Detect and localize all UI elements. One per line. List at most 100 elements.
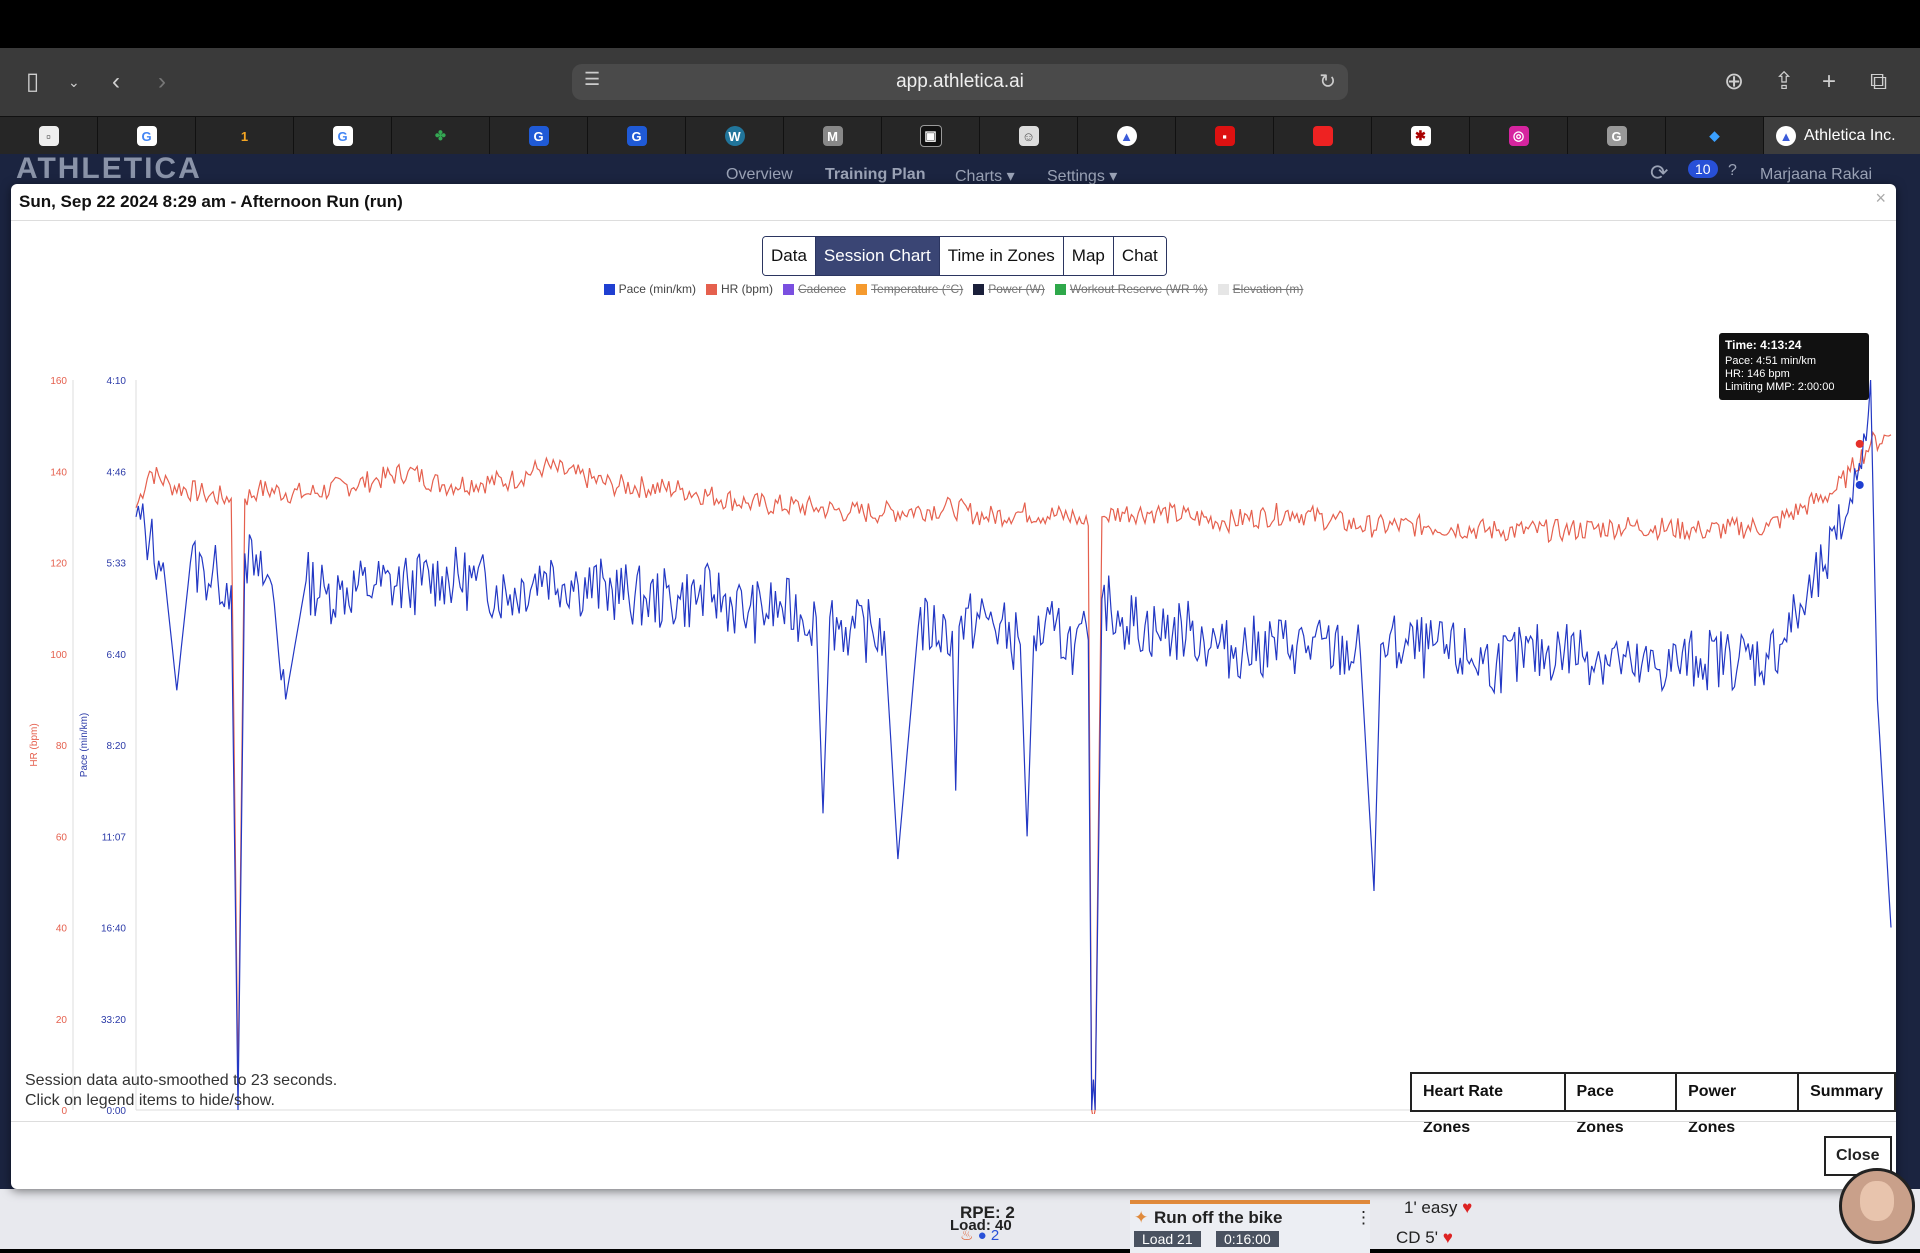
- load-label: Load: 40: [950, 1217, 1012, 1234]
- reload-icon[interactable]: ↻: [1319, 71, 1336, 93]
- url-bar[interactable]: ☰ app.athletica.ai ↻: [572, 64, 1348, 100]
- modal-title: Sun, Sep 22 2024 8:29 am - Afternoon Run…: [19, 192, 403, 211]
- heart-rate-zones-button[interactable]: Heart Rate Zones: [1410, 1072, 1566, 1136]
- hr-tick-label: 120: [50, 559, 67, 570]
- pace-tick-label: 4:46: [107, 467, 127, 478]
- legend-swatch: [1054, 283, 1066, 295]
- pace-series-line: [135, 379, 1892, 1111]
- summary-button[interactable]: Summary: [1797, 1072, 1897, 1112]
- hr-tick-label: 140: [50, 467, 67, 478]
- tab-3[interactable]: 1: [196, 117, 294, 155]
- user-name[interactable]: Marjaana Rakai: [1760, 166, 1873, 183]
- legend-item-2[interactable]: Cadence: [782, 282, 846, 296]
- tab-16[interactable]: ◎: [1470, 117, 1568, 155]
- legend-item-6[interactable]: Elevation (m): [1217, 282, 1304, 296]
- tab-chat[interactable]: Chat: [1113, 237, 1166, 275]
- pace-axis-title: Pace (min/km): [79, 713, 90, 777]
- tooltip-time: Time: 4:13:24: [1725, 338, 1802, 352]
- step-1: 1' easy ♥: [1404, 1198, 1472, 1218]
- browser-toolbar: ▯ ⌄ ‹ › ☰ app.athletica.ai ↻ ⊕ ⇪ + ⧉: [0, 48, 1920, 116]
- wordpress-icon: W: [724, 126, 745, 146]
- hr-tick-label: 60: [56, 832, 68, 843]
- legend-swatch: [856, 283, 868, 295]
- tab-2[interactable]: G: [98, 117, 196, 155]
- legend-swatch: [1217, 283, 1229, 295]
- tab-6[interactable]: G: [490, 117, 588, 155]
- tab-time-in-zones[interactable]: Time in Zones: [939, 237, 1064, 275]
- sync-icon[interactable]: ⟳: [1650, 160, 1669, 185]
- workout-title: Run off the bike: [1154, 1208, 1283, 1227]
- pace-tick-label: 16:40: [101, 924, 126, 935]
- hr-tick-label: 160: [50, 376, 67, 387]
- pace-tick-label: 11:07: [102, 832, 127, 843]
- workout-card[interactable]: ✦ Run off the bike ⋮ Load 21 0:16:00: [1130, 1200, 1372, 1253]
- modal-tabs: Data Session Chart Time in Zones Map Cha…: [762, 236, 1167, 276]
- tab-map[interactable]: Map: [1063, 237, 1114, 275]
- one-icon: 1: [240, 128, 249, 144]
- tab-1[interactable]: ▫: [0, 117, 98, 155]
- tab-8[interactable]: W: [686, 117, 784, 155]
- page-menu-icon[interactable]: ☰: [584, 69, 601, 89]
- hr-tick-label: 40: [56, 924, 68, 935]
- tooltip-pace: Pace: 4:51 min/km: [1725, 355, 1817, 367]
- rpe-count: 2: [990, 1227, 1000, 1244]
- instagram-icon: ◎: [1508, 126, 1529, 146]
- footnote-line-1: Session data auto-smoothed to 23 seconds…: [25, 1072, 338, 1089]
- power-zones-button[interactable]: Power Zones: [1675, 1072, 1800, 1136]
- tab-11[interactable]: ☺: [980, 117, 1078, 155]
- legend-item-5[interactable]: Workout Reserve (WR %): [1054, 282, 1208, 296]
- session-chart: 160 140 120 100 80 60 40 20 0 4:10 4:46 5:33 6:40 8:2…: [29, 376, 1892, 1114]
- tab-18[interactable]: ◆: [1666, 117, 1764, 155]
- help-icon[interactable]: ?: [1728, 162, 1737, 179]
- tab-15[interactable]: ✱: [1372, 117, 1470, 155]
- google-icon: G: [332, 126, 353, 146]
- kebab-icon[interactable]: ⋮: [1355, 1208, 1372, 1227]
- runner-icon: ✦: [1134, 1208, 1149, 1227]
- legend-label: Power (W): [988, 282, 1045, 296]
- coach-avatar[interactable]: [1839, 1168, 1915, 1244]
- tab-active[interactable]: ▲ Athletica Inc.: [1764, 117, 1920, 155]
- tab-14[interactable]: [1274, 117, 1372, 155]
- nav-charts[interactable]: Charts ▾: [955, 168, 1015, 185]
- tab-5[interactable]: ✤: [392, 117, 490, 155]
- tab-4[interactable]: G: [294, 117, 392, 155]
- pace-zones-button[interactable]: Pace Zones: [1563, 1072, 1678, 1136]
- share-icon[interactable]: ⇪: [1774, 68, 1795, 95]
- forward-icon[interactable]: ›: [158, 68, 166, 95]
- legend-item-3[interactable]: Temperature (°C): [856, 282, 963, 296]
- tab-7[interactable]: G: [588, 117, 686, 155]
- nav-overview[interactable]: Overview: [726, 166, 793, 183]
- legend-label: Elevation (m): [1232, 282, 1304, 296]
- nav-training-plan[interactable]: Training Plan: [825, 166, 926, 183]
- tooltip-mmp: Limiting MMP: 2:00:00: [1725, 381, 1835, 393]
- red-square-icon: [1312, 126, 1333, 146]
- chart-tooltip: Time: 4:13:24 Pace: 4:51 min/km HR: 146 …: [1719, 333, 1869, 400]
- tab-10[interactable]: ▣: [882, 117, 980, 155]
- pace-tick-label: 0:00: [107, 1106, 127, 1114]
- hr-tick-label: 20: [56, 1015, 68, 1026]
- workout-time: 0:16:00: [1216, 1231, 1279, 1247]
- sidebar-toggle-icon[interactable]: ▯: [26, 68, 40, 95]
- tab-session-chart[interactable]: Session Chart: [815, 237, 940, 275]
- nav-settings[interactable]: Settings ▾: [1047, 168, 1118, 185]
- close-icon[interactable]: ×: [1875, 188, 1886, 208]
- tab-overview-icon[interactable]: ⧉: [1870, 68, 1888, 95]
- athletica-icon: ▲: [1776, 126, 1796, 146]
- notification-badge[interactable]: 10: [1688, 160, 1718, 178]
- screen-top-bar: [0, 0, 1920, 48]
- new-tab-icon[interactable]: +: [1822, 68, 1837, 95]
- legend-item-1[interactable]: HR (bpm): [705, 282, 773, 296]
- tab-data[interactable]: Data: [763, 237, 816, 275]
- active-tab-title: Athletica Inc.: [1804, 127, 1896, 144]
- legend-item-0[interactable]: Pace (min/km): [603, 282, 696, 296]
- download-icon[interactable]: ⊕: [1724, 68, 1745, 95]
- app-logo: ATHLETICA: [16, 152, 202, 185]
- tab-13[interactable]: ▪: [1176, 117, 1274, 155]
- tab-9[interactable]: M: [784, 117, 882, 155]
- hr-axis-title: HR (bpm): [29, 723, 40, 766]
- back-icon[interactable]: ‹: [112, 68, 120, 95]
- tab-12[interactable]: ▲: [1078, 117, 1176, 155]
- tab-17[interactable]: G: [1568, 117, 1666, 155]
- legend-item-4[interactable]: Power (W): [973, 282, 1045, 296]
- chevron-down-icon[interactable]: ⌄: [68, 74, 80, 90]
